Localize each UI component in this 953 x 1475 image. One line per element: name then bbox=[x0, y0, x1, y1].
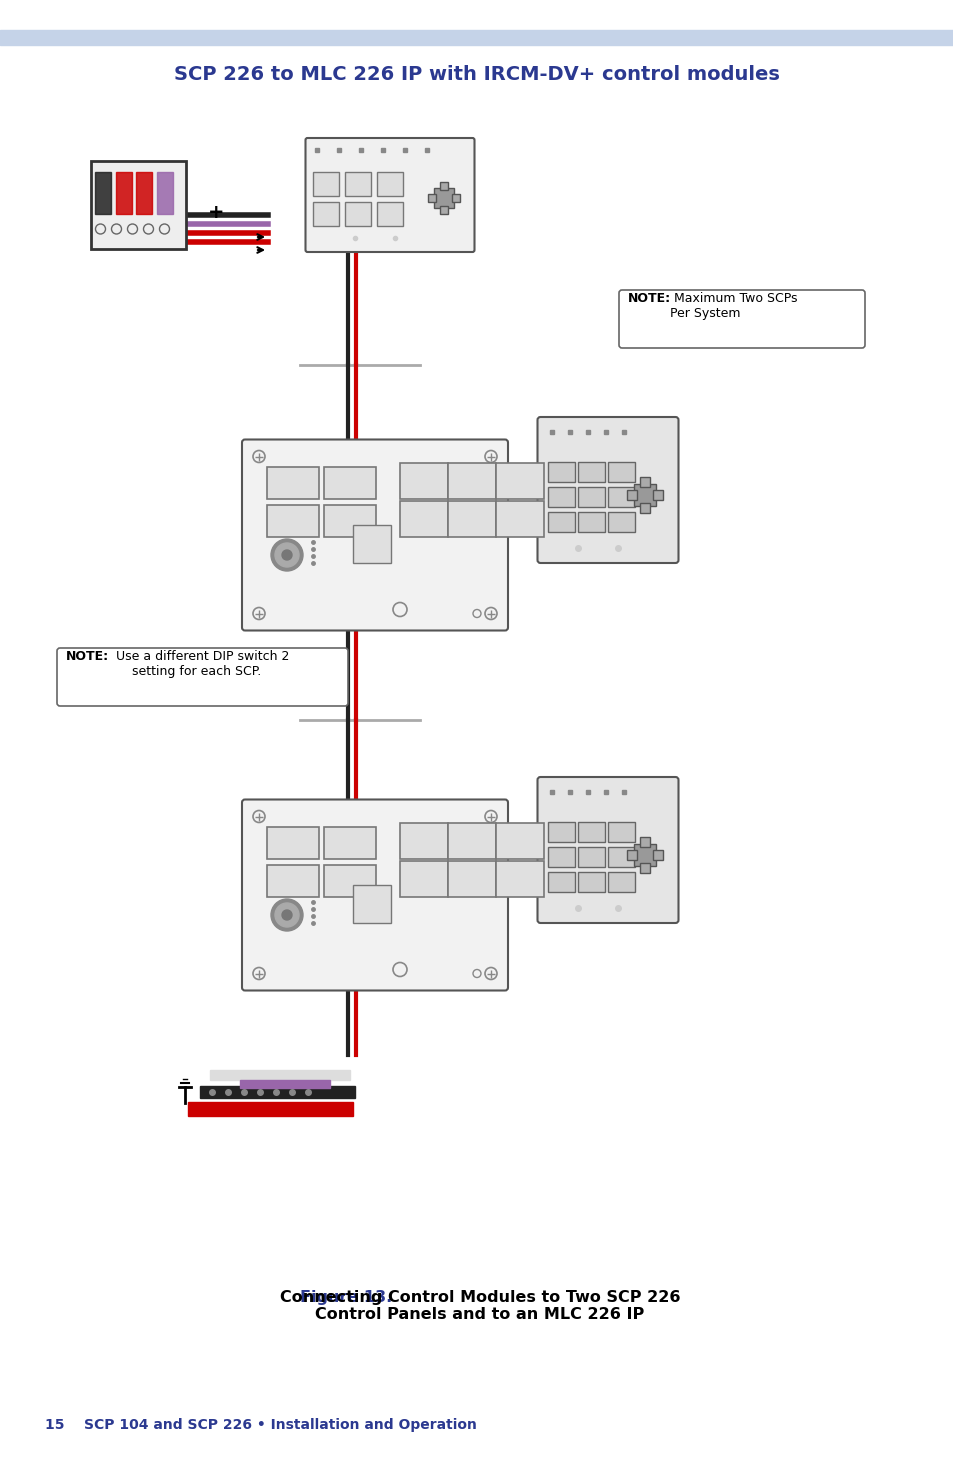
Bar bbox=[608, 512, 635, 532]
Bar bbox=[267, 827, 318, 858]
Bar bbox=[634, 844, 656, 866]
Bar bbox=[653, 850, 662, 860]
Bar bbox=[608, 822, 635, 842]
Bar bbox=[548, 872, 575, 892]
FancyBboxPatch shape bbox=[57, 648, 348, 707]
Bar bbox=[578, 487, 605, 507]
FancyBboxPatch shape bbox=[537, 777, 678, 923]
Circle shape bbox=[274, 543, 298, 566]
Bar bbox=[200, 1086, 355, 1097]
Bar bbox=[94, 173, 111, 214]
Bar bbox=[345, 202, 371, 226]
Bar bbox=[314, 202, 339, 226]
Text: Maximum Two SCPs
Per System: Maximum Two SCPs Per System bbox=[669, 292, 797, 320]
Bar bbox=[314, 173, 339, 196]
Bar bbox=[377, 202, 403, 226]
Bar bbox=[324, 864, 375, 897]
Bar bbox=[345, 173, 371, 196]
Bar bbox=[267, 466, 318, 499]
Bar bbox=[548, 487, 575, 507]
Bar bbox=[639, 863, 650, 873]
Bar bbox=[188, 1102, 353, 1117]
Bar bbox=[634, 484, 656, 506]
Bar bbox=[434, 187, 454, 208]
Bar bbox=[399, 500, 448, 537]
Bar bbox=[608, 872, 635, 892]
Bar bbox=[324, 504, 375, 537]
Bar bbox=[578, 462, 605, 482]
Circle shape bbox=[271, 898, 303, 931]
Bar bbox=[448, 500, 496, 537]
Bar bbox=[578, 512, 605, 532]
Bar bbox=[440, 207, 448, 214]
Bar bbox=[627, 490, 637, 500]
Bar bbox=[496, 500, 543, 537]
Bar bbox=[448, 861, 496, 897]
Bar bbox=[548, 512, 575, 532]
Bar bbox=[377, 173, 403, 196]
Bar bbox=[578, 847, 605, 867]
Bar bbox=[578, 872, 605, 892]
Bar bbox=[639, 476, 650, 487]
Bar bbox=[627, 850, 637, 860]
Bar bbox=[639, 503, 650, 513]
Bar bbox=[608, 487, 635, 507]
FancyBboxPatch shape bbox=[618, 291, 864, 348]
Text: +: + bbox=[208, 204, 224, 223]
Bar bbox=[240, 1080, 330, 1089]
Bar bbox=[496, 823, 543, 858]
Text: SCP 226 to MLC 226 IP with IRCM-DV+ control modules: SCP 226 to MLC 226 IP with IRCM-DV+ cont… bbox=[173, 65, 780, 84]
Text: Figure 13.: Figure 13. bbox=[299, 1291, 392, 1305]
FancyBboxPatch shape bbox=[242, 799, 507, 991]
Circle shape bbox=[282, 550, 292, 560]
Bar bbox=[399, 823, 448, 858]
Bar bbox=[267, 504, 318, 537]
Bar bbox=[452, 195, 460, 202]
Bar bbox=[448, 463, 496, 499]
Bar bbox=[496, 463, 543, 499]
Circle shape bbox=[274, 903, 298, 926]
FancyBboxPatch shape bbox=[305, 139, 474, 252]
Bar bbox=[639, 836, 650, 847]
Bar bbox=[608, 462, 635, 482]
Bar bbox=[353, 525, 391, 563]
Bar bbox=[448, 823, 496, 858]
Bar bbox=[399, 463, 448, 499]
Bar bbox=[115, 173, 132, 214]
Bar bbox=[548, 847, 575, 867]
Bar bbox=[608, 847, 635, 867]
Bar bbox=[210, 1069, 350, 1080]
Bar bbox=[548, 462, 575, 482]
Circle shape bbox=[282, 910, 292, 920]
Bar bbox=[136, 173, 152, 214]
Bar bbox=[548, 822, 575, 842]
Bar bbox=[91, 161, 185, 249]
Text: Connecting Control Modules to Two SCP 226
Control Panels and to an MLC 226 IP: Connecting Control Modules to Two SCP 22… bbox=[279, 1291, 679, 1323]
Bar bbox=[0, 30, 953, 46]
FancyBboxPatch shape bbox=[537, 417, 678, 563]
Bar bbox=[157, 173, 173, 214]
Bar bbox=[399, 861, 448, 897]
FancyBboxPatch shape bbox=[242, 440, 507, 630]
Bar bbox=[428, 195, 436, 202]
Text: NOTE:: NOTE: bbox=[66, 650, 109, 662]
Circle shape bbox=[271, 538, 303, 571]
Bar bbox=[578, 822, 605, 842]
Text: 15    SCP 104 and SCP 226 • Installation and Operation: 15 SCP 104 and SCP 226 • Installation an… bbox=[45, 1417, 476, 1432]
Text: Use a different DIP switch 2
      setting for each SCP.: Use a different DIP switch 2 setting for… bbox=[108, 650, 289, 678]
Bar bbox=[440, 181, 448, 190]
Bar bbox=[496, 861, 543, 897]
Bar bbox=[353, 885, 391, 923]
Bar bbox=[324, 827, 375, 858]
Text: NOTE:: NOTE: bbox=[627, 292, 670, 305]
Bar bbox=[653, 490, 662, 500]
Bar bbox=[267, 864, 318, 897]
Bar bbox=[324, 466, 375, 499]
